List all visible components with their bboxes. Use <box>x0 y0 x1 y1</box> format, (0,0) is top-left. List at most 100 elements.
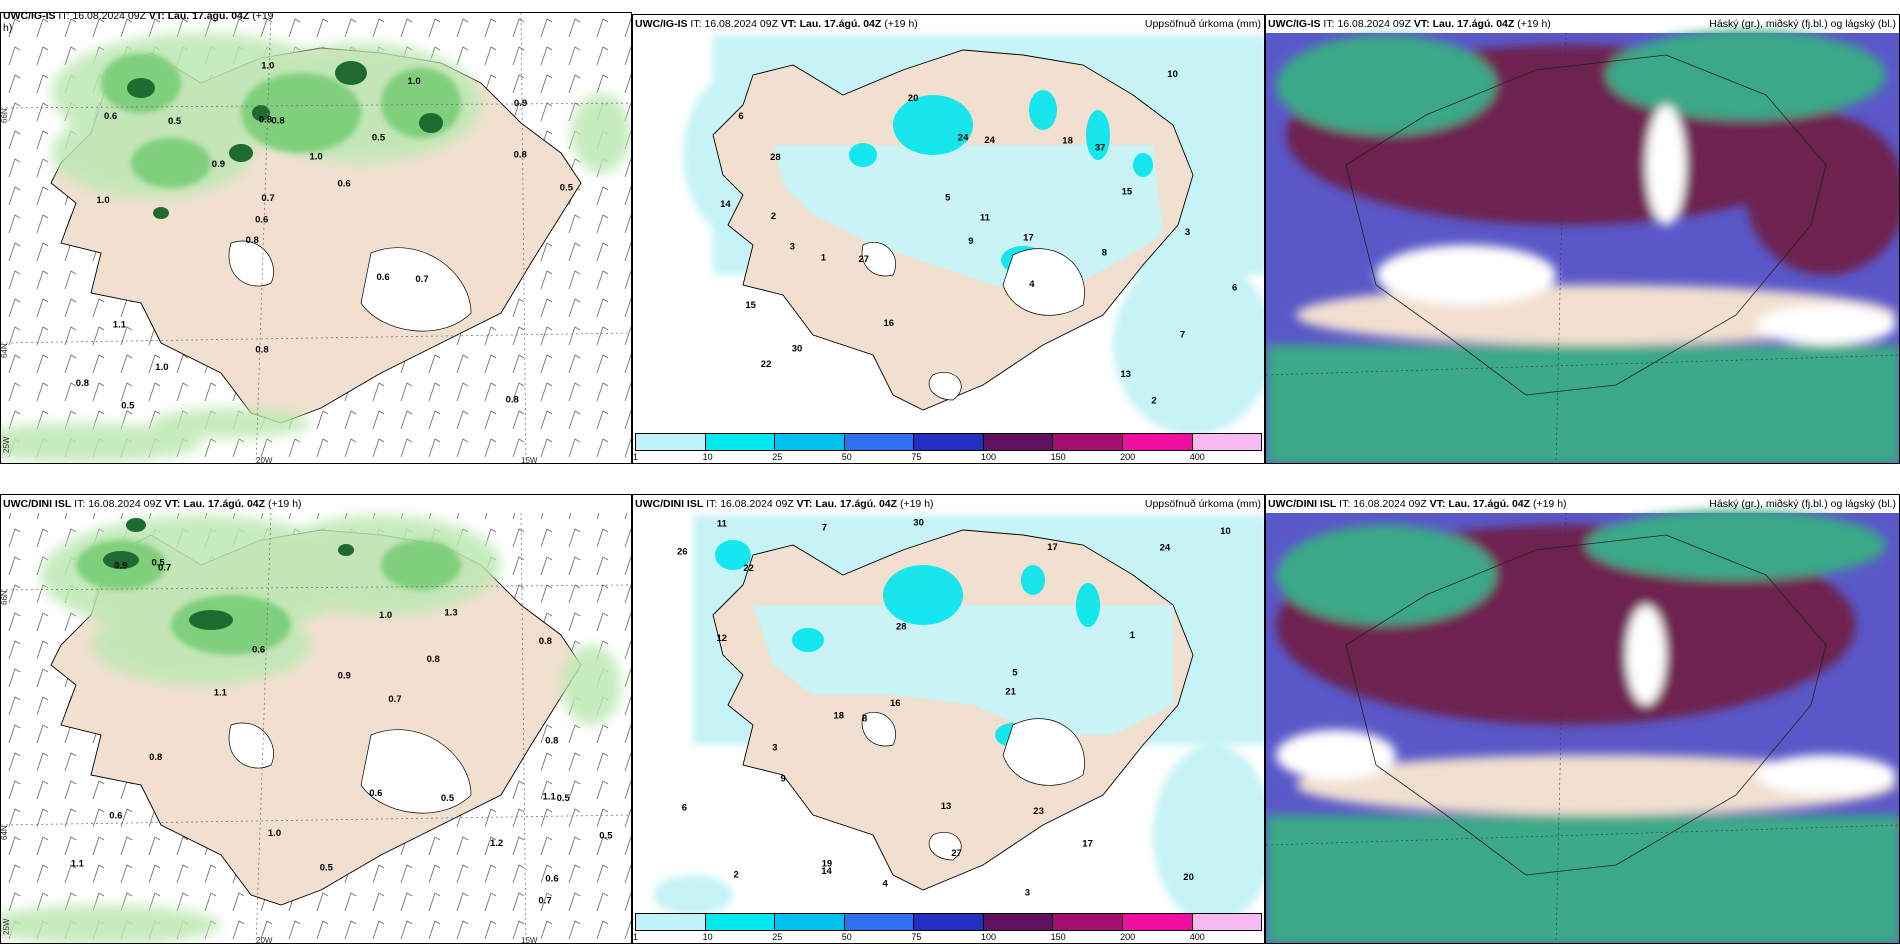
colorbar-label: 200 <box>1120 932 1136 942</box>
precip-value: 11 <box>717 519 728 530</box>
precip-value: 4 <box>883 878 889 889</box>
precip-value: 0.8 <box>255 345 268 356</box>
precip-value: 22 <box>761 359 772 370</box>
precip-value: 0.6 <box>109 811 122 822</box>
precip-value: 1 <box>1130 630 1136 641</box>
precip-value: 3 <box>772 742 777 753</box>
panel-5-accum-precip: UWC/DINI ISL IT: 16.08.2024 09Z VT: Lau.… <box>632 494 1265 944</box>
precip-value: 30 <box>913 517 924 528</box>
precip-values: 0.60.71.10.51.01.20.90.80.51.10.70.60.80… <box>71 558 614 907</box>
precip-value: 1.1 <box>113 320 127 331</box>
precip-colorbar <box>635 913 1262 931</box>
precip-value: 22 <box>743 563 754 574</box>
precip-value: 15 <box>1122 187 1133 198</box>
colorbar-segment <box>1122 434 1193 450</box>
colorbar-segment <box>1192 434 1262 450</box>
precip-value: 0.8 <box>259 114 272 125</box>
map-canvas <box>1266 30 1899 463</box>
map-canvas: 66N 64N 25W 20W 15W 0.8 1.0 0.9 0.8 0.5 0.5 0.… <box>1 13 631 464</box>
precip-value: 7 <box>1180 330 1185 341</box>
lon-label-20w: 20W <box>256 456 273 464</box>
precip-value: 0.5 <box>560 183 574 194</box>
panel-title: UWC/IG-IS IT: 16.08.2024 09Z VT: Lau. 17… <box>3 12 274 34</box>
panel-right-title: Háský (gr.), miðský (fj.bl.) og lágský (… <box>1709 498 1896 510</box>
colorbar-label: 150 <box>1050 452 1066 462</box>
precip-value: 0.7 <box>158 563 171 574</box>
precip-value: 1.0 <box>379 610 392 621</box>
precip-value: 16 <box>890 698 901 709</box>
colorbar-label: 50 <box>841 932 852 942</box>
precip-value: 0.7 <box>538 896 551 907</box>
colorbar-segment <box>775 914 845 930</box>
colorbar-label: 100 <box>980 452 997 462</box>
precip-value: 10 <box>1167 69 1178 80</box>
panel-1-wind-precip: UWC/IG-IS IT: 16.08.2024 09Z VT: Lau. 17… <box>0 12 632 464</box>
precip-value: 0.8 <box>506 395 519 406</box>
precip-values: 4319177221820302824271613172112148262310… <box>677 517 1231 898</box>
precip-value: 24 <box>958 132 969 143</box>
precip-value: 0.6 <box>377 272 390 283</box>
lat-label-64n: 64N <box>1 343 9 358</box>
precip-value: 3 <box>790 242 795 253</box>
colorbar-segment <box>1053 434 1123 450</box>
panel-right-title: Uppsöfnuð úrkoma (mm) <box>1144 18 1261 30</box>
colorbar-label: 1 <box>633 452 639 462</box>
precip-value: 20 <box>1183 872 1194 883</box>
colorbar-segment <box>914 434 984 450</box>
colorbar-segment <box>844 434 915 450</box>
precip-value: 26 <box>677 546 688 557</box>
precip-value: 0.5 <box>168 116 182 127</box>
precip-value: 0.6 <box>104 111 117 122</box>
precip-value: 23 <box>1033 806 1044 817</box>
panel-title: UWC/DINI ISL IT: 16.08.2024 09Z VT: Lau.… <box>1268 498 1567 510</box>
map-canvas <box>1266 510 1899 943</box>
precip-value: 1.3 <box>444 608 457 619</box>
precip-value: 0.8 <box>427 654 440 665</box>
colorbar-label: 400 <box>1189 452 1205 462</box>
precip-value: 20 <box>908 93 919 104</box>
precip-value: 28 <box>770 152 781 163</box>
precip-value: 6 <box>1232 283 1237 294</box>
precip-value: 12 <box>717 633 728 644</box>
colorbar-label: 25 <box>772 932 783 942</box>
precip-value: 16 <box>884 318 895 329</box>
precip-value: 28 <box>896 622 907 633</box>
map-canvas: 66N 64N 25W 20W 15W 0.60.71.10.51.01.20.… <box>1 512 631 943</box>
colorbar-label: 10 <box>702 932 713 942</box>
panel-6-clouds: UWC/DINI ISL IT: 16.08.2024 09Z VT: Lau.… <box>1265 494 1900 944</box>
precip-value: 1.0 <box>96 195 109 206</box>
colorbar-label: 200 <box>1120 452 1136 462</box>
lat-label-66n: 66N <box>1 108 9 123</box>
lon-label-25w: 25W <box>2 918 11 935</box>
panel-2-accum-precip: UWC/IG-IS IT: 16.08.2024 09Z VT: Lau. 17… <box>632 14 1265 464</box>
colorbar-segment <box>775 434 845 450</box>
precip-value: 37 <box>1095 142 1106 153</box>
precip-value: 0.5 <box>152 558 166 569</box>
precip-value: 13 <box>1120 369 1131 380</box>
precip-value: 14 <box>720 199 731 210</box>
map-canvas: 4319177221820302824271613172112148262310… <box>653 515 1264 915</box>
precip-value: 0.8 <box>539 636 552 647</box>
precip-value: 0.8 <box>545 735 558 746</box>
colorbar-segment <box>705 434 776 450</box>
precip-value: 21 <box>1005 686 1016 697</box>
precip-dark-green <box>127 61 443 219</box>
precip-value: 0.8 <box>246 235 259 246</box>
panel-4-wind-precip: UWC/DINI ISL IT: 16.08.2024 09Z VT: Lau.… <box>0 494 632 944</box>
panel-title: UWC/IG-IS IT: 16.08.2024 09Z VT: Lau. 17… <box>635 18 918 30</box>
precip-value: 1.0 <box>261 60 274 71</box>
precip-value: 17 <box>1047 542 1058 553</box>
precip-value: 4 <box>1029 279 1035 290</box>
panel-right-title: Háský (gr.), miðský (fj.bl.) og lágský (… <box>1709 18 1896 30</box>
precip-value: 19 <box>822 858 833 869</box>
panel-3-clouds: UWC/IG-IS IT: 16.08.2024 09Z VT: Lau. 17… <box>1265 14 1900 464</box>
colorbar-segment <box>1192 914 1262 930</box>
colorbar-label: 400 <box>1189 932 1205 942</box>
lat-label-66n: 66N <box>1 590 9 605</box>
colorbar-label: 1 <box>633 932 639 942</box>
colorbar-segment <box>1053 914 1123 930</box>
panel-title: UWC/IG-IS IT: 16.08.2024 09Z VT: Lau. 17… <box>1268 18 1551 30</box>
colorbar-segment <box>636 914 706 930</box>
precip-values: 0.81.00.90.80.50.50.81.01.10.90.81.00.80… <box>76 60 574 411</box>
